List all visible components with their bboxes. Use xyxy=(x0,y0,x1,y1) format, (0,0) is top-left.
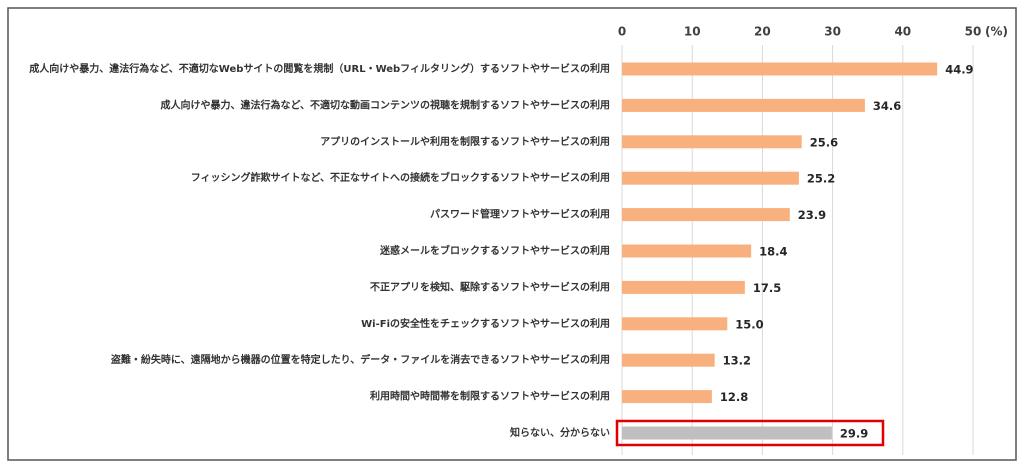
value-label: 13.2 xyxy=(723,354,751,368)
x-tick-label: 50 xyxy=(965,25,982,39)
y-tick-label: アプリのインストールや利用を制限するソフトやサービスの利用 xyxy=(320,135,610,148)
value-label: 25.6 xyxy=(810,135,838,149)
value-label: 15.0 xyxy=(735,317,763,331)
bar xyxy=(622,280,745,294)
y-tick-label: 迷惑メールをブロックするソフトやサービスの利用 xyxy=(379,244,610,257)
value-label: 18.4 xyxy=(759,245,787,259)
y-tick-label: 成人向けや暴力、違法行為など、不適切な動画コンテンツの視聴を規制するソフトやサー… xyxy=(161,98,611,111)
x-tick-label: 0 xyxy=(618,25,626,39)
value-label: 17.5 xyxy=(753,281,781,295)
highlight-box xyxy=(615,419,885,447)
y-tick-label: フィッシング詐欺サイトなど、不正なサイトへの接続をブロックするソフトやサービスの… xyxy=(191,171,610,184)
y-tick-label: 不正アプリを検知、駆除するソフトやサービスの利用 xyxy=(370,280,610,293)
y-tick-label: 成人向けや暴力、違法行為など、不適切なWebサイトの閲覧を規制（URL・Webフ… xyxy=(29,62,610,75)
x-tick-label: 30 xyxy=(824,25,841,39)
bar xyxy=(622,135,802,149)
y-tick-label: 盗難・紛失時に、遠隔地から機器の位置を特定したり、データ・ファイルを消去できるソ… xyxy=(111,353,610,366)
bar xyxy=(622,208,790,222)
value-label: 34.6 xyxy=(873,99,901,113)
value-label: 12.8 xyxy=(720,390,748,404)
value-label: 25.2 xyxy=(807,172,835,186)
axis-unit: (%) xyxy=(985,25,1008,39)
x-tick-label: 40 xyxy=(894,25,911,39)
bar xyxy=(622,426,832,440)
y-tick-label: 知らない、分からない xyxy=(509,426,610,439)
y-tick-label: パスワード管理ソフトやサービスの利用 xyxy=(430,208,610,221)
x-tick-label: 20 xyxy=(754,25,771,39)
value-label: 29.9 xyxy=(840,427,868,441)
bar xyxy=(622,244,752,258)
value-label: 44.9 xyxy=(945,63,973,77)
bar xyxy=(622,171,799,185)
bar xyxy=(622,390,712,404)
y-tick-label: 利用時間や時間帯を制限するソフトやサービスの利用 xyxy=(370,390,610,403)
bar xyxy=(622,98,865,112)
bar xyxy=(622,317,728,331)
bar xyxy=(622,62,938,76)
value-label: 23.9 xyxy=(798,208,826,222)
chart-frame xyxy=(7,7,1017,461)
y-tick-label: Wi-Fiの安全性をチェックするソフトやサービスの利用 xyxy=(361,317,610,330)
bar xyxy=(622,353,715,367)
x-tick-label: 10 xyxy=(684,25,701,39)
